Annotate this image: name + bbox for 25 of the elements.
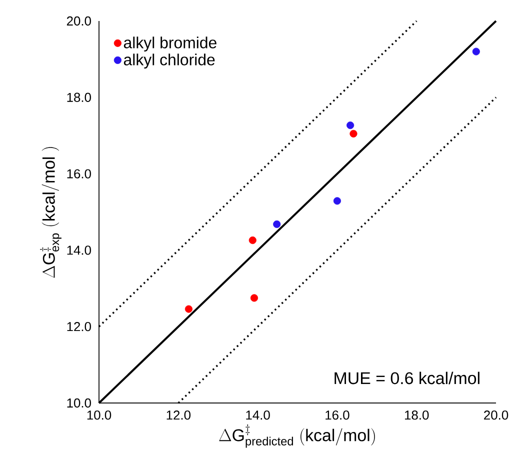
x-tick-label: 10.0	[87, 410, 112, 420]
annotation: MUE = 0.6 kcal/mol	[334, 372, 480, 384]
point	[248, 236, 256, 244]
legend-label: alkyl bromide	[124, 36, 216, 52]
x-tick-label: 18.0	[404, 410, 429, 420]
y-axis-title: $\Delta \mathrm{G}^{\ddagger}_{\mathrm{exp}}\ \mathrm{(kcal/mol\ )}$	[40, 147, 62, 278]
x-tick-label: 12.0	[166, 410, 191, 420]
y-tick-label: 12.0	[67, 322, 91, 332]
point	[350, 130, 358, 138]
y-tick-label: 14.0	[67, 246, 91, 255]
x-tick-label: 16.0	[326, 410, 350, 420]
x-axis-title: $\Delta \mathrm{G}^{\ddagger}_{\mathrm{predicted}}\ \mathrm{(kcal/mol)}$	[219, 424, 375, 448]
point	[250, 294, 258, 302]
y-tick-label: 10.0	[67, 398, 91, 408]
legend-label: alkyl chloride	[124, 54, 215, 69]
point	[273, 220, 281, 228]
point	[184, 305, 193, 313]
y-tick-label: 20.0	[66, 16, 91, 26]
x-tick-label: 20.0	[484, 410, 508, 420]
point	[472, 48, 480, 56]
point	[346, 121, 354, 130]
point	[333, 197, 341, 205]
y-tick-label: 18.0	[67, 92, 91, 102]
y-tick-label: 16.0	[67, 169, 91, 178]
x-tick-label: 14.0	[246, 410, 270, 420]
